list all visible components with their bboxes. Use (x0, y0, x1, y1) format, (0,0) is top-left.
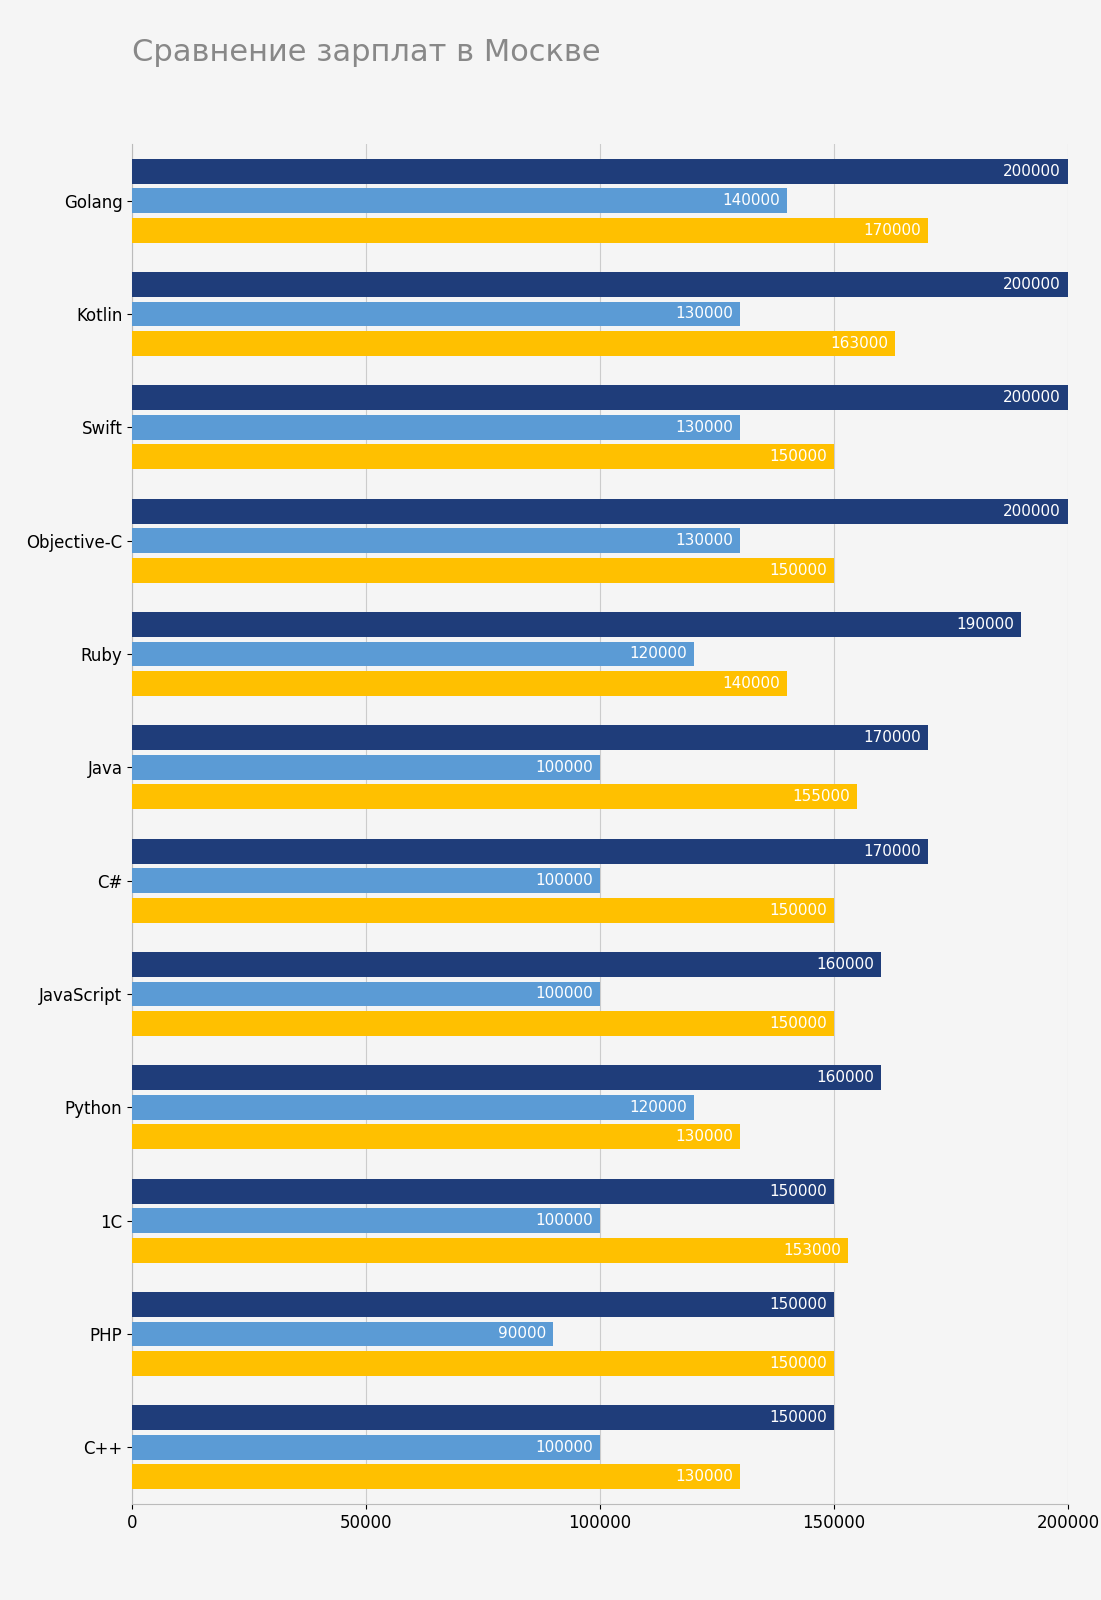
Bar (132, 898, 835, 923)
Bar (132, 445, 835, 469)
Bar (132, 158, 1068, 184)
Text: 160000: 160000 (816, 957, 874, 973)
Bar (132, 414, 740, 440)
Text: 100000: 100000 (535, 987, 593, 1002)
Text: Сравнение зарплат в Москве: Сравнение зарплат в Москве (132, 38, 601, 67)
Text: 190000: 190000 (957, 618, 1014, 632)
Text: 200000: 200000 (1003, 163, 1061, 179)
Bar (132, 499, 1068, 523)
Text: 200000: 200000 (1003, 277, 1061, 293)
Bar (132, 1094, 694, 1120)
Bar (132, 869, 600, 893)
Bar (132, 1011, 835, 1035)
Bar (132, 784, 858, 810)
Text: 200000: 200000 (1003, 504, 1061, 518)
Text: 90000: 90000 (498, 1326, 546, 1341)
Bar (132, 272, 1068, 298)
Bar (132, 670, 787, 696)
Text: 120000: 120000 (629, 646, 687, 661)
Bar (132, 1208, 600, 1234)
Text: 130000: 130000 (676, 419, 733, 435)
Bar (132, 528, 740, 554)
Text: 140000: 140000 (722, 194, 781, 208)
Text: 150000: 150000 (770, 450, 827, 464)
Text: 130000: 130000 (676, 1469, 733, 1485)
Bar (132, 613, 1022, 637)
Text: 170000: 170000 (863, 843, 920, 859)
Bar (132, 218, 927, 243)
Text: 120000: 120000 (629, 1099, 687, 1115)
Text: 160000: 160000 (816, 1070, 874, 1085)
Bar (132, 1322, 554, 1347)
Text: 150000: 150000 (770, 1298, 827, 1312)
Text: 170000: 170000 (863, 222, 920, 238)
Text: 130000: 130000 (676, 1130, 733, 1144)
Bar (132, 755, 600, 779)
Text: 100000: 100000 (535, 760, 593, 774)
Bar (132, 1125, 740, 1149)
Bar (132, 1405, 835, 1430)
Text: 150000: 150000 (770, 1410, 827, 1426)
Bar (132, 189, 787, 213)
Bar (132, 301, 740, 326)
Text: 100000: 100000 (535, 1213, 593, 1229)
Text: 200000: 200000 (1003, 390, 1061, 405)
Text: 170000: 170000 (863, 730, 920, 746)
Bar (132, 1464, 740, 1490)
Bar (132, 725, 927, 750)
Bar (132, 952, 881, 978)
Text: 130000: 130000 (676, 533, 733, 549)
Text: 150000: 150000 (770, 1355, 827, 1371)
Bar (132, 1435, 600, 1459)
Text: 150000: 150000 (770, 1184, 827, 1198)
Text: 155000: 155000 (793, 789, 850, 805)
Bar (132, 838, 927, 864)
Text: 130000: 130000 (676, 307, 733, 322)
Bar (132, 1179, 835, 1203)
Text: 150000: 150000 (770, 563, 827, 578)
Text: 150000: 150000 (770, 902, 827, 918)
Bar (132, 1238, 848, 1262)
Text: 163000: 163000 (830, 336, 887, 350)
Text: 140000: 140000 (722, 675, 781, 691)
Bar (132, 1066, 881, 1090)
Bar (132, 331, 895, 355)
Bar (132, 981, 600, 1006)
Text: 100000: 100000 (535, 1440, 593, 1454)
Bar (132, 386, 1068, 410)
Text: 150000: 150000 (770, 1016, 827, 1030)
Bar (132, 1293, 835, 1317)
Bar (132, 558, 835, 582)
Bar (132, 1350, 835, 1376)
Bar (132, 642, 694, 667)
Text: 100000: 100000 (535, 874, 593, 888)
Text: 153000: 153000 (783, 1243, 841, 1258)
